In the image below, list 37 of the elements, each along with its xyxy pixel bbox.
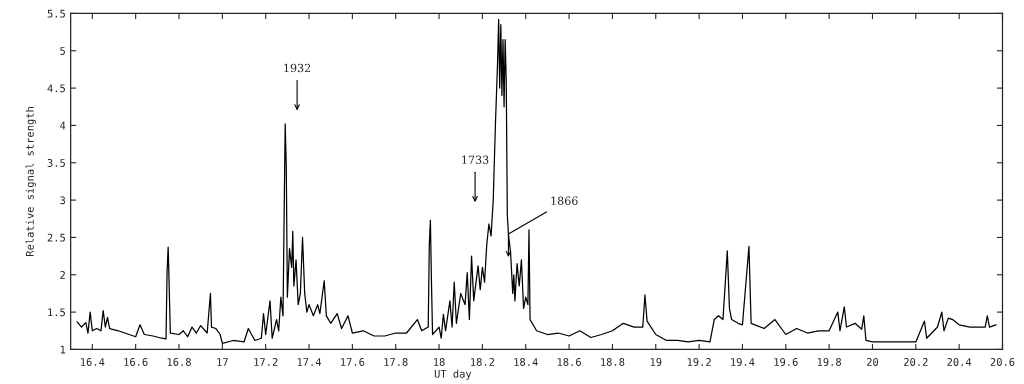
x-tick-label: 20.2: [904, 358, 928, 366]
y-axis-title: Relative signal strength: [25, 107, 36, 256]
x-tick-label: 20: [866, 358, 879, 366]
x-tick-label: 20.6: [990, 358, 1015, 366]
annotation: 1733: [462, 155, 489, 164]
x-tick-label: 19.8: [817, 358, 842, 366]
y-tick-label: 3.5: [47, 159, 65, 167]
x-tick-label: 18.4: [514, 358, 538, 366]
x-tick-label: 19.2: [687, 358, 711, 366]
y-tick-label: 3: [60, 196, 66, 205]
x-tick-label: 16.6: [124, 358, 148, 366]
x-tick-label: 16.4: [81, 358, 105, 366]
x-tick-label: 20.4: [947, 358, 972, 366]
y-tick-label: 2.5: [47, 233, 65, 242]
x-tick-label: 19: [650, 358, 662, 366]
x-tick-label: 17.4: [297, 358, 322, 366]
annotation: 1866: [551, 196, 578, 205]
y-tick-label: 5.5: [47, 9, 65, 18]
x-tick-label: 17.8: [384, 358, 408, 366]
x-tick-label: 18.2: [471, 358, 495, 366]
y-tick-label: 2: [60, 271, 65, 279]
y-tick-label: 5: [60, 47, 65, 55]
annotation: 1932: [284, 63, 311, 73]
x-tick-label: 17: [217, 358, 228, 366]
y-tick-label: 1.5: [48, 308, 65, 317]
x-tick-label: 16.8: [167, 358, 191, 366]
y-tick-label: 4.5: [47, 84, 65, 93]
x-tick-label: 18: [434, 358, 445, 366]
x-axis-title: UT day: [434, 369, 472, 380]
y-tick-label: 4: [60, 121, 66, 130]
x-tick-label: 19.4: [731, 358, 755, 366]
x-tick-label: 18.8: [601, 358, 625, 366]
y-tick-label: 1: [60, 345, 66, 354]
x-tick-label: 17.2: [254, 358, 278, 366]
x-tick-label: 19.6: [774, 358, 798, 366]
x-tick-label: 17.6: [341, 358, 365, 366]
x-tick-label: 18.6: [557, 358, 581, 366]
